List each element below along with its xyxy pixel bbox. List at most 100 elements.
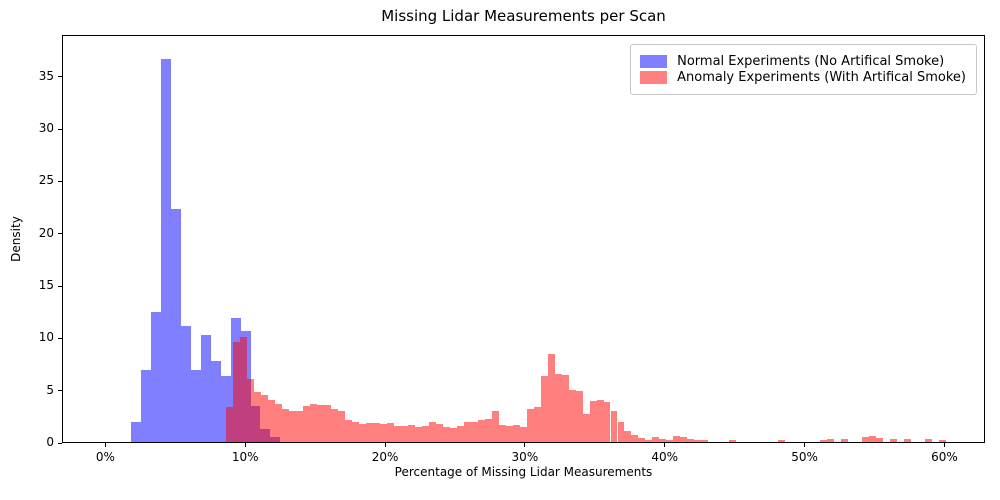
x-tick-label: 40% — [651, 450, 679, 464]
histogram-bar-anomaly — [246, 379, 254, 442]
histogram-bar-anomaly — [659, 438, 667, 442]
histogram-bar-anomaly — [365, 423, 373, 442]
histogram-bar-normal — [160, 59, 171, 442]
histogram-bar-anomaly — [778, 440, 786, 442]
histogram-bar-anomaly — [631, 434, 639, 442]
x-tick-label: 60% — [931, 450, 958, 464]
histogram-bar-anomaly — [862, 436, 870, 442]
histogram-bar-anomaly — [701, 439, 709, 442]
histogram-bar-normal — [150, 312, 161, 442]
y-tick-label: 15 — [38, 278, 54, 293]
histogram-bar-anomaly — [309, 404, 317, 442]
histogram-bar-anomaly — [239, 337, 247, 442]
y-tick-label: 10 — [38, 330, 54, 345]
histogram-bar-anomaly — [267, 400, 275, 442]
histogram-bar-anomaly — [575, 390, 583, 442]
histogram-bar-anomaly — [603, 402, 611, 442]
histogram-bar-anomaly — [351, 422, 359, 442]
anomaly-series-swatch — [640, 71, 668, 84]
histogram-bar-anomaly — [680, 436, 688, 442]
y-tick-label: 30 — [38, 121, 54, 136]
histogram-bar-anomaly — [939, 440, 947, 442]
histogram-bar-anomaly — [624, 430, 632, 442]
histogram-bar-anomaly — [393, 426, 401, 442]
y-tick-mark — [58, 180, 62, 182]
histogram-bar-anomaly — [323, 405, 331, 442]
histogram-bar-anomaly — [554, 374, 562, 442]
y-tick-mark — [58, 390, 62, 392]
histogram-bar-anomaly — [568, 389, 576, 442]
x-tick-label: 50% — [791, 450, 818, 464]
histogram-bar-anomaly — [484, 418, 492, 442]
histogram-bar-anomaly — [729, 440, 737, 442]
histogram-bar-normal — [130, 422, 141, 442]
y-tick-mark — [58, 76, 62, 78]
histogram-bar-anomaly — [407, 425, 415, 442]
histogram-bar-anomaly — [358, 424, 366, 442]
histogram-bar-anomaly — [288, 410, 296, 442]
legend-label-anomaly: Anomaly Experiments (With Artifical Smok… — [677, 70, 966, 85]
histogram-bar-anomaly — [435, 424, 443, 442]
histogram-bar-normal — [220, 376, 231, 442]
histogram-bar-anomaly — [582, 413, 590, 442]
normal-series-swatch — [640, 55, 668, 68]
y-tick-mark — [58, 337, 62, 339]
x-tick-mark — [244, 443, 246, 447]
histogram-bar-anomaly — [890, 439, 898, 442]
histogram-bar-normal — [200, 335, 211, 442]
histogram-bar-anomaly — [379, 424, 387, 442]
y-tick-mark — [58, 128, 62, 130]
histogram-bar-anomaly — [477, 420, 485, 442]
histogram-bar-anomaly — [330, 408, 338, 442]
chart-title: Missing Lidar Measurements per Scan — [381, 7, 666, 25]
histogram-bar-anomaly — [428, 422, 436, 442]
histogram-bar-normal — [170, 208, 181, 442]
histogram-bar-anomaly — [827, 439, 835, 442]
histogram-bar-anomaly — [274, 404, 282, 442]
histogram-bar-anomaly — [316, 405, 324, 442]
histogram-bar-anomaly — [295, 410, 303, 442]
x-tick-label: 20% — [371, 450, 399, 464]
histogram-bar-anomaly — [925, 439, 933, 442]
legend-item-normal: Normal Experiments (No Artifical Smoke) — [640, 55, 966, 68]
histogram-bar-anomaly — [463, 422, 471, 442]
histogram-bar-anomaly — [225, 407, 233, 442]
histogram-bar-anomaly — [617, 422, 625, 442]
histogram-bar-anomaly — [232, 341, 240, 442]
histogram-bar-anomaly — [561, 375, 569, 442]
histogram-bar-anomaly — [540, 376, 548, 442]
histogram-bar-anomaly — [673, 435, 681, 442]
histogram-bar-anomaly — [337, 410, 345, 442]
histogram-bar-normal — [210, 361, 221, 442]
histogram-bar-anomaly — [281, 408, 289, 442]
y-tick-label: 0 — [46, 435, 54, 449]
histogram-bar-anomaly — [687, 438, 695, 442]
histogram-bar-anomaly — [491, 410, 499, 442]
histogram-bar-anomaly — [589, 401, 597, 442]
x-tick-mark — [804, 443, 806, 447]
histogram-bar-anomaly — [820, 439, 828, 442]
histogram-bar-anomaly — [547, 354, 555, 442]
x-axis-label: Percentage of Missing Lidar Measurements — [394, 465, 653, 479]
histogram-bar-anomaly — [519, 427, 527, 442]
legend-label-normal: Normal Experiments (No Artifical Smoke) — [677, 54, 945, 69]
histogram-bar-anomaly — [869, 436, 877, 442]
histogram-bar-anomaly — [841, 438, 849, 442]
x-tick-label: 30% — [511, 450, 539, 464]
histogram-bar-anomaly — [652, 436, 660, 442]
histogram-bar-anomaly — [526, 408, 534, 442]
x-tick-label: 0% — [95, 450, 115, 464]
x-tick-mark — [664, 443, 666, 447]
histogram-bar-anomaly — [505, 426, 513, 442]
histogram-bar-anomaly — [449, 428, 457, 442]
histogram-bar-anomaly — [498, 425, 506, 442]
histogram-bar-anomaly — [596, 400, 604, 442]
plot-area: Normal Experiments (No Artifical Smoke) … — [62, 35, 985, 443]
y-tick-label: 35 — [38, 68, 54, 83]
histogram-bar-anomaly — [421, 426, 429, 442]
histogram-bar-anomaly — [302, 406, 310, 442]
x-tick-mark — [943, 443, 945, 447]
histogram-bar-anomaly — [610, 410, 618, 442]
histogram-bar-anomaly — [904, 438, 912, 442]
